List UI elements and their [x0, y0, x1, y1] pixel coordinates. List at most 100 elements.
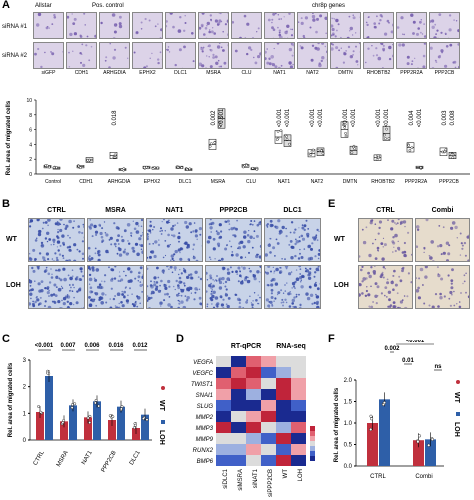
a-gene-label: DMTN: [338, 70, 353, 76]
a-point: [383, 133, 386, 137]
d-cell: [261, 444, 276, 455]
d-cell: [216, 444, 231, 455]
d-cell: [231, 389, 246, 400]
d-cell: [216, 378, 231, 389]
f-y-tick-label: 1.0: [344, 421, 353, 427]
a-y-tick-label: 10: [26, 98, 32, 104]
d-cell: [291, 378, 306, 389]
a-gene-label: PPP2R2A: [400, 70, 423, 76]
a-point: [343, 126, 346, 129]
a-point: [320, 149, 323, 152]
b-tile-loh-4: [264, 265, 321, 309]
b-tile-loh-2: [146, 265, 203, 309]
a-x-tick-label: NAT2: [311, 179, 324, 185]
e-tile-loh-0: [358, 265, 413, 309]
d-cell: [276, 422, 291, 433]
c-y-tick-label: 1: [23, 411, 27, 417]
a-point: [176, 166, 180, 169]
a-tile-3-r1: [132, 12, 163, 39]
f-point: [418, 434, 422, 438]
a-tile-12-r1: [429, 12, 460, 39]
c-point: [70, 406, 74, 410]
c-point: [86, 416, 90, 420]
d-row-label: SLUG: [197, 404, 214, 410]
a-pvalue: <0.001: [277, 108, 283, 127]
d-col-label: WT: [283, 469, 289, 479]
e-row-label: LOH: [334, 282, 349, 289]
d-row-label: VEGFC: [192, 371, 213, 377]
e-col-label: Combi: [431, 207, 454, 214]
a-point: [285, 138, 289, 141]
a-gene-label: NAT2: [306, 70, 319, 76]
f-bar: [413, 440, 424, 466]
a-tile-5-r1: [198, 12, 229, 39]
c-legend-loh-marker: [161, 420, 165, 424]
c-y-label: Rel. area of migrated cells: [8, 362, 14, 437]
d-cell: [216, 455, 231, 466]
d-cell: [231, 422, 246, 433]
a-x-tick-label: Control: [45, 179, 61, 185]
d-cell: [216, 422, 231, 433]
d-cell: [216, 411, 231, 422]
d-cell: [276, 411, 291, 422]
a-tile-8-r1: [297, 12, 328, 39]
b-col-label: NAT1: [165, 207, 184, 214]
a-gene-label: DLC1: [174, 70, 187, 76]
a-point: [55, 166, 58, 169]
d-cell: [246, 367, 261, 378]
f-bar: [367, 423, 378, 466]
b-tile-wt-3: [205, 218, 262, 262]
c-point: [94, 398, 98, 402]
a-point: [45, 164, 49, 168]
a-point: [86, 159, 89, 162]
c-point: [62, 419, 66, 422]
a-point: [275, 138, 279, 141]
a-point: [218, 121, 222, 125]
d-colorbar-seg: [310, 431, 315, 436]
c-x-tick-label: NAT1: [81, 449, 94, 465]
a-point: [188, 167, 192, 171]
b-tile-wt-1: [87, 218, 144, 262]
b-tile-wt-0: [28, 218, 85, 262]
a-tile-0-r1: [33, 12, 64, 39]
e-tile-loh-1: [415, 265, 470, 309]
d-cell: [231, 433, 246, 444]
a-point: [385, 127, 388, 131]
a-point: [311, 148, 315, 152]
f-legend-loh: LOH: [453, 422, 460, 437]
a-point: [213, 141, 217, 144]
a-point: [185, 168, 189, 172]
a-point: [387, 137, 391, 140]
d-cell: [261, 378, 276, 389]
c-bar: [60, 421, 68, 440]
d-row-label: VEGFA: [193, 360, 213, 366]
d-cell: [291, 433, 306, 444]
d-colorbar-seg: [310, 446, 315, 451]
panel-label-c: C: [2, 333, 10, 345]
d-cell: [291, 367, 306, 378]
a-pvalue-2: 0.008: [450, 110, 456, 126]
panel-label-a: A: [2, 0, 10, 11]
c-bar: [93, 401, 101, 440]
c-legend-wt: WT: [158, 400, 165, 412]
d-cell: [261, 411, 276, 422]
d-cell: [246, 422, 261, 433]
a-tile-12-r2: [429, 42, 460, 69]
f-legend-wt-marker: [456, 380, 460, 384]
f-y-tick-label: 1.5: [344, 400, 353, 406]
c-bar: [45, 376, 53, 440]
a-point: [145, 165, 148, 169]
c-pvalue: 0.016: [108, 343, 124, 349]
d-group-rnaseq: RNA-seq: [276, 343, 306, 350]
a-tile-6-r1: [231, 12, 262, 39]
a-tile-9-r2: [330, 42, 361, 69]
a-gene-label: CLU: [241, 70, 252, 76]
a-point: [451, 156, 455, 159]
f-x-tick-label: CTRL: [370, 474, 386, 480]
f-bar: [379, 399, 390, 466]
d-cell: [231, 444, 246, 455]
a-tile-9-r1: [330, 12, 361, 39]
c-bar: [84, 417, 92, 440]
d-group-rtqpcr: RT-qPCR: [231, 343, 261, 350]
a-point: [245, 164, 248, 167]
